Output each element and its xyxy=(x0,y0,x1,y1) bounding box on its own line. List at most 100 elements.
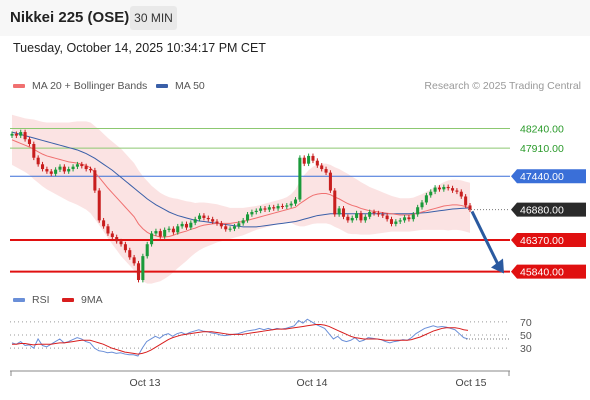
candle xyxy=(455,190,459,192)
candle xyxy=(420,202,424,208)
level-label-46370.00: 46370.00 xyxy=(520,235,564,247)
candle xyxy=(232,226,236,229)
candle xyxy=(403,217,407,221)
candle xyxy=(119,241,123,245)
candle xyxy=(293,199,298,204)
candle xyxy=(464,196,468,206)
candle xyxy=(276,206,280,209)
candle xyxy=(145,244,149,257)
timeframe-button[interactable]: 30 MIN xyxy=(130,6,177,30)
candle xyxy=(398,220,402,222)
candle xyxy=(350,217,354,221)
candle xyxy=(75,164,79,167)
candle xyxy=(128,250,132,258)
rsi-ma-legend-swatch xyxy=(62,298,74,302)
candle xyxy=(333,190,337,215)
x-tick-label-oct-13: Oct 13 xyxy=(130,377,161,389)
candle xyxy=(132,257,136,264)
rsi-ma-line xyxy=(12,323,469,355)
level-label-47440.00: 47440.00 xyxy=(520,171,564,183)
candle xyxy=(67,169,71,172)
candle xyxy=(224,226,228,230)
candle xyxy=(206,217,210,220)
candle xyxy=(110,233,114,238)
copyright: Research © 2025 Trading Central xyxy=(424,80,581,92)
candle xyxy=(189,222,193,228)
candle xyxy=(442,186,446,190)
candle xyxy=(267,207,271,210)
candle xyxy=(376,213,380,215)
candle xyxy=(337,208,341,215)
x-tick-label-oct-14: Oct 14 xyxy=(297,377,328,389)
rsi-line xyxy=(11,318,469,357)
candle xyxy=(163,229,167,237)
candle xyxy=(158,231,162,237)
candle xyxy=(171,228,175,233)
rsi-ma-legend-label: 9MA xyxy=(81,294,103,306)
level-label-47910.00: 47910.00 xyxy=(520,143,564,155)
candle xyxy=(241,220,245,224)
candle xyxy=(346,216,350,221)
candle xyxy=(328,172,332,191)
candle xyxy=(32,144,36,158)
projection-arrow xyxy=(470,210,500,266)
level-tag-45840.00 xyxy=(511,264,586,279)
candle xyxy=(58,166,62,170)
candle xyxy=(429,191,433,196)
candle xyxy=(141,256,145,280)
x-tick-label-oct-15: Oct 15 xyxy=(456,377,487,389)
candle xyxy=(215,221,219,224)
candle xyxy=(250,212,254,215)
candle xyxy=(88,169,93,171)
candle xyxy=(167,228,171,230)
bollinger-band xyxy=(12,114,470,284)
candle xyxy=(23,132,27,140)
ma20-line xyxy=(11,139,471,238)
rsi-tick-30: 30 xyxy=(520,343,532,355)
candle xyxy=(411,214,415,220)
candle xyxy=(106,226,110,234)
level-tag-47440.00 xyxy=(511,169,586,184)
level-tag-46370.00 xyxy=(511,233,586,248)
instrument-title: Nikkei 225 (OSE) xyxy=(10,9,130,26)
rsi-legend-label: RSI xyxy=(32,294,50,306)
candle xyxy=(259,208,263,211)
candle xyxy=(184,223,189,228)
candle xyxy=(468,205,472,210)
candle xyxy=(355,213,359,218)
candle xyxy=(246,214,250,221)
candle xyxy=(102,220,106,227)
level-tag-46880.00 xyxy=(511,202,586,217)
candle xyxy=(154,231,158,234)
candle xyxy=(198,215,202,220)
candle xyxy=(97,190,101,221)
candle xyxy=(359,213,363,221)
projection-arrow-head xyxy=(491,258,504,274)
candle xyxy=(437,187,441,190)
candle xyxy=(311,155,315,161)
candle xyxy=(446,186,450,189)
candle xyxy=(451,188,455,191)
candle xyxy=(123,244,127,251)
candle xyxy=(49,171,53,174)
candle xyxy=(84,166,88,170)
candle xyxy=(272,207,276,209)
candle xyxy=(341,208,346,217)
candle xyxy=(307,155,311,164)
candle xyxy=(93,170,97,191)
candle xyxy=(136,263,141,280)
candle xyxy=(289,203,293,206)
candle xyxy=(424,195,428,203)
candle xyxy=(176,226,180,233)
candle xyxy=(219,223,223,227)
candle xyxy=(254,210,258,212)
rsi-tick-70: 70 xyxy=(520,317,532,329)
candle xyxy=(202,215,206,218)
level-label-46880.00: 46880.00 xyxy=(520,205,564,217)
candle xyxy=(302,157,306,164)
candle xyxy=(368,212,372,217)
candle xyxy=(180,223,184,227)
ma20-legend-label: MA 20 + Bollinger Bands xyxy=(32,80,148,92)
candle xyxy=(54,169,58,174)
